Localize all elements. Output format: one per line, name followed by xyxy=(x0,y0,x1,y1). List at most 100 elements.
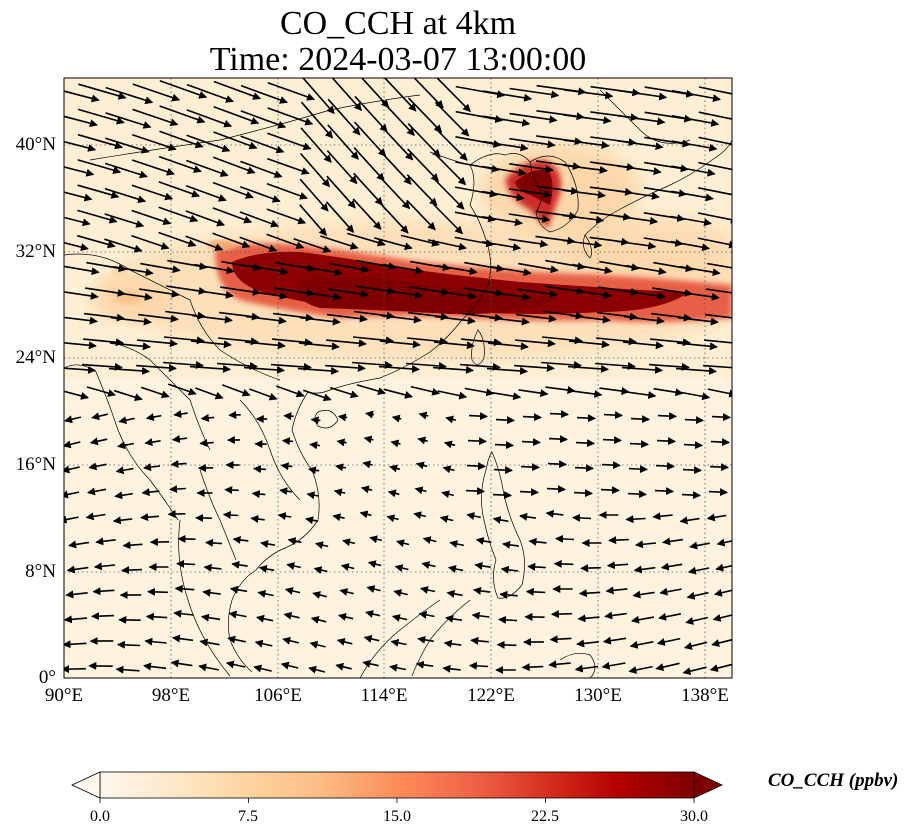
wind-arrow xyxy=(569,340,610,349)
wind-arrow xyxy=(239,236,278,253)
wind-arrow xyxy=(240,135,285,154)
wind-arrow xyxy=(627,490,647,499)
wind-arrow xyxy=(629,640,654,649)
wind-arrow xyxy=(576,639,599,648)
colorbar-tick-0: 0.0 xyxy=(90,808,110,825)
lon-label-122e: 122°E xyxy=(467,685,515,706)
wind-arrow xyxy=(548,660,571,669)
wind-arrow xyxy=(481,215,523,227)
wind-arrow xyxy=(446,589,463,598)
wind-arrow xyxy=(266,183,308,200)
wind-arrow xyxy=(176,559,195,568)
wind-arrow xyxy=(571,289,612,299)
wind-arrow xyxy=(227,635,246,644)
wind-arrow xyxy=(266,157,310,175)
wind-arrow xyxy=(108,366,150,375)
wind-arrow xyxy=(393,589,408,597)
wind-arrow xyxy=(314,541,329,550)
wind-arrow xyxy=(64,640,87,649)
wind-arrow xyxy=(698,161,732,171)
wind-arrow xyxy=(84,312,125,322)
wind-arrow xyxy=(712,613,732,622)
wind-arrow xyxy=(111,316,152,326)
wind-arrow xyxy=(145,612,168,621)
wind-arrow xyxy=(632,590,655,599)
wind-arrow xyxy=(64,665,86,674)
wind-arrow xyxy=(383,263,424,275)
wind-arrow xyxy=(273,312,314,322)
wind-arrow xyxy=(199,438,214,447)
wind-arrow xyxy=(394,564,409,572)
wind-arrow xyxy=(266,208,307,225)
wind-arrow xyxy=(169,485,186,494)
wind-arrow xyxy=(297,366,339,375)
wind-arrow xyxy=(562,239,603,249)
wind-arrow xyxy=(418,610,435,619)
wind-arrow xyxy=(335,662,352,671)
wind-arrow xyxy=(163,360,204,369)
wind-arrow xyxy=(491,265,532,277)
wind-arrow xyxy=(553,559,574,568)
wind-arrow xyxy=(280,661,299,670)
wind-arrow xyxy=(353,172,383,206)
wind-arrow xyxy=(326,175,356,209)
wind-arrow xyxy=(105,112,152,129)
wind-arrow xyxy=(549,635,572,644)
colorbar-tick-30: 30.0 xyxy=(680,808,708,825)
wind-arrow xyxy=(240,84,288,104)
wind-arrow xyxy=(77,133,123,150)
wind-arrow xyxy=(346,232,386,247)
wind-arrow xyxy=(670,215,712,227)
wind-arrow xyxy=(325,201,355,233)
wind-arrow xyxy=(327,124,359,160)
lon-label-114e: 114°E xyxy=(360,685,408,706)
wind-arrow xyxy=(482,140,529,152)
wind-arrow xyxy=(572,390,603,398)
lat-label-16n: 16°N xyxy=(15,454,56,475)
wind-arrow xyxy=(64,316,98,325)
wind-arrow xyxy=(140,386,170,399)
wind-arrow xyxy=(633,565,656,574)
wind-arrow xyxy=(574,464,594,473)
wind-arrow xyxy=(595,361,636,370)
wind-arrow xyxy=(662,537,684,546)
wind-arrow xyxy=(76,234,116,249)
wind-arrow xyxy=(683,441,703,450)
wind-arrow xyxy=(562,189,606,199)
wind-arrow xyxy=(508,188,552,199)
wind-arrow xyxy=(493,466,513,475)
wind-arrow xyxy=(64,465,80,474)
wind-arrow xyxy=(415,461,428,470)
wind-arrow xyxy=(353,147,385,182)
wind-arrow xyxy=(359,510,372,519)
wind-arrow xyxy=(418,411,429,420)
wind-arrow xyxy=(671,89,721,103)
wind-arrow xyxy=(475,536,492,545)
wind-arrow xyxy=(158,181,201,198)
wind-arrow xyxy=(258,565,275,573)
wind-arrow xyxy=(677,342,718,351)
lat-label-0: 0° xyxy=(38,667,56,688)
wind-arrow xyxy=(362,460,373,469)
wind-arrow xyxy=(654,487,674,496)
lat-label-40n: 40°N xyxy=(15,134,56,155)
wind-arrow xyxy=(606,561,629,570)
wind-arrow xyxy=(195,387,224,400)
wind-arrow xyxy=(389,464,401,473)
wind-arrow xyxy=(82,362,123,371)
wind-arrow xyxy=(280,462,293,471)
wind-arrow xyxy=(113,389,143,402)
wind-arrow xyxy=(474,561,491,570)
wind-arrow xyxy=(442,465,455,474)
wind-arrow xyxy=(382,289,423,299)
wind-arrow xyxy=(576,414,596,423)
wind-arrow xyxy=(186,159,229,177)
wind-arrow xyxy=(191,340,232,349)
wind-arrow xyxy=(466,512,481,520)
wind-arrow xyxy=(267,107,314,126)
wind-arrow xyxy=(708,488,728,497)
wind-arrow xyxy=(93,562,116,571)
wind-arrow xyxy=(492,491,512,500)
wind-arrow xyxy=(104,187,147,204)
wind-arrow xyxy=(228,610,247,619)
